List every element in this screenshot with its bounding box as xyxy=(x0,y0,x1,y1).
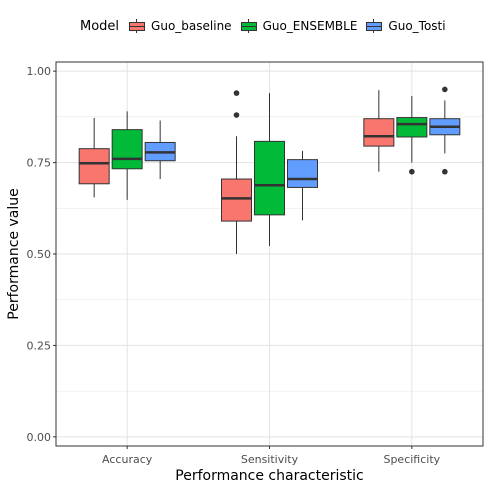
legend-label-guo-tosti: Guo_Tosti xyxy=(388,19,446,33)
box-layer xyxy=(78,86,461,254)
box-guo-ensemble-sensitivity xyxy=(254,93,285,246)
y-tick-label: 1.00 xyxy=(27,65,52,78)
legend-key-guo-baseline xyxy=(129,19,146,33)
legend-item-guo-ensemble: Guo_ENSEMBLE xyxy=(240,19,358,33)
outlier-point xyxy=(442,86,448,93)
box-guo-tosti-sensitivity xyxy=(287,150,318,221)
box-iqr xyxy=(287,159,318,188)
x-tick-label: Specificity xyxy=(383,453,440,466)
y-tick-label: 0.50 xyxy=(27,248,52,261)
y-tick-label: 0.00 xyxy=(27,431,52,444)
legend-key-guo-tosti xyxy=(366,19,383,33)
legend: Model Guo_baseline Guo_ENSEMBLE Guo_Tost… xyxy=(80,17,455,35)
box-iqr xyxy=(111,129,143,170)
axes: 0.00 0.25 0.50 0.75 1.00 Accuracy Sensitivity S… xyxy=(27,65,441,466)
box-guo-baseline-sensitivity xyxy=(221,90,252,254)
outlier-point xyxy=(233,112,240,118)
x-tick-label: Accuracy xyxy=(102,453,153,466)
box-iqr xyxy=(396,117,428,138)
box-iqr xyxy=(221,178,252,222)
box-guo-baseline-specificity xyxy=(363,90,395,172)
legend-key-guo-ensemble xyxy=(240,19,257,33)
legend-title: Model xyxy=(80,18,120,34)
box-guo-tosti-specificity xyxy=(429,86,461,175)
box-guo-tosti-accuracy xyxy=(144,120,176,180)
outlier-point xyxy=(233,90,240,96)
box-iqr xyxy=(78,148,110,185)
legend-item-guo-baseline: Guo_baseline xyxy=(129,19,232,33)
box-iqr xyxy=(363,118,395,147)
box-guo-ensemble-specificity xyxy=(396,96,428,175)
legend-label-guo-baseline: Guo_baseline xyxy=(151,19,232,33)
x-tick-label: Sensitivity xyxy=(241,453,299,466)
outlier-point xyxy=(409,168,415,175)
box-iqr xyxy=(254,140,285,216)
y-tick-label: 0.75 xyxy=(27,157,52,170)
y-axis-title: Performance value xyxy=(6,188,22,319)
x-axis-title: Performance characteristic xyxy=(175,468,363,484)
legend-label-guo-ensemble: Guo_ENSEMBLE xyxy=(262,19,358,33)
y-tick-label: 0.25 xyxy=(27,339,52,352)
legend-item-guo-tosti: Guo_Tosti xyxy=(366,19,446,33)
outlier-point xyxy=(442,168,448,175)
box-guo-ensemble-accuracy xyxy=(111,111,143,200)
box-guo-baseline-accuracy xyxy=(78,117,110,198)
